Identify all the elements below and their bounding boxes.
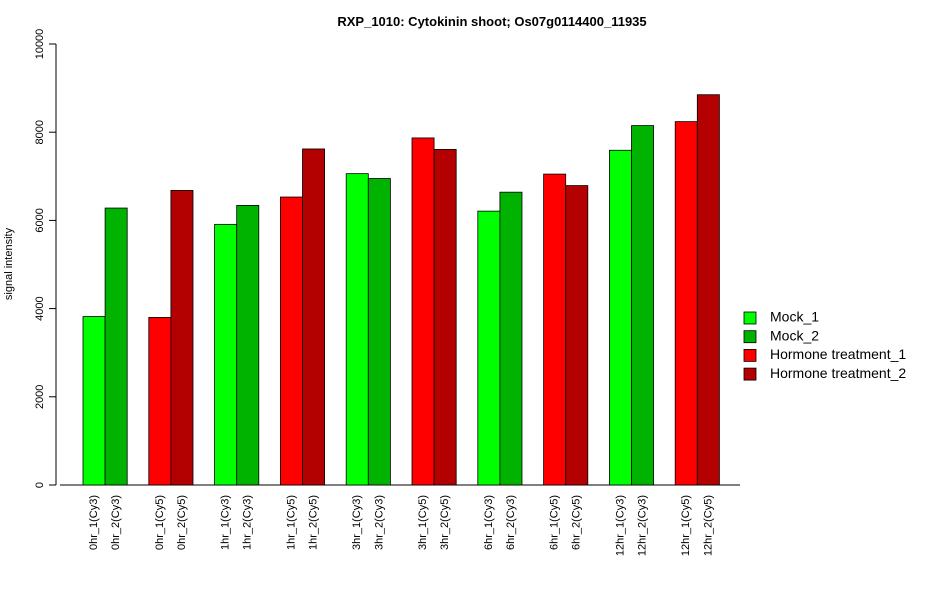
- x-tick-label: 1hr_1(Cy3): [220, 495, 232, 550]
- legend-label: Hormone treatment_2: [770, 365, 906, 381]
- x-tick-label: 0hr_2(Cy3): [110, 495, 122, 550]
- y-tick-label: 0: [34, 482, 46, 488]
- legend-label: Mock_2: [770, 327, 819, 343]
- x-tick-label: 3hr_1(Cy3): [351, 495, 363, 550]
- bar: [696, 94, 720, 486]
- x-tick-label: 0hr_1(Cy5): [154, 495, 166, 550]
- y-axis-label: signal intensity: [3, 227, 15, 300]
- x-tick-labels: 0hr_1(Cy3) 0hr_2(Cy3) 0hr_1(Cy5) 0hr_2(Cy5)…: [88, 495, 714, 556]
- bar: [609, 149, 632, 486]
- x-tick-label: 6hr_2(Cy5): [571, 495, 583, 550]
- bar: [499, 191, 523, 486]
- bar: [170, 190, 194, 486]
- bar: [367, 178, 391, 486]
- x-tick-label: 12hr_1(Cy3): [614, 495, 626, 556]
- legend-label: Hormone treatment_1: [770, 346, 906, 362]
- x-tick-label: 3hr_1(Cy5): [417, 495, 429, 550]
- legend: Mock_1 Mock_2 Hormone treatment_1 Hormone t…: [743, 309, 906, 381]
- legend-swatch: [743, 367, 757, 381]
- bar: [565, 185, 589, 486]
- bar: [433, 148, 457, 486]
- legend-label: Mock_1: [770, 309, 819, 325]
- bar: [543, 173, 567, 486]
- bar: [214, 223, 238, 486]
- x-tick-label: 0hr_1(Cy3): [88, 495, 100, 550]
- y-tick-label: 10000: [34, 29, 46, 60]
- chart-title: RXP_1010: Cytokinin shoot; Os07g0114400_…: [337, 14, 646, 29]
- x-tick-label: 12hr_2(Cy3): [636, 495, 648, 556]
- y-tick-label: 6000: [34, 208, 46, 232]
- x-tick-label: 6hr_1(Cy3): [483, 495, 495, 550]
- x-tick-label: 0hr_2(Cy5): [176, 495, 188, 550]
- x-tick-label: 6hr_2(Cy3): [505, 495, 517, 550]
- x-tick-label: 3hr_2(Cy3): [373, 495, 385, 550]
- bar: [148, 317, 172, 486]
- x-tick-label: 12hr_2(Cy5): [702, 495, 714, 556]
- bar: [477, 210, 501, 486]
- bar: [674, 121, 698, 486]
- y-axis: 0 2000 4000 6000 8000 10000: [34, 29, 57, 488]
- x-tick-label: 12hr_1(Cy5): [680, 495, 692, 556]
- y-tick-label: 4000: [34, 296, 46, 320]
- bar: [345, 173, 369, 486]
- bar: [302, 148, 326, 486]
- bar: [236, 205, 260, 486]
- x-tick-label: 1hr_2(Cy3): [242, 495, 254, 550]
- x-tick-label: 1hr_1(Cy5): [285, 495, 297, 550]
- legend-swatch: [743, 348, 757, 362]
- x-tick-label: 1hr_2(Cy5): [307, 495, 319, 550]
- x-tick-label: 6hr_1(Cy5): [549, 495, 561, 550]
- bar-group: [82, 94, 720, 486]
- y-tick-label: 8000: [34, 120, 46, 144]
- x-tick-label: 3hr_2(Cy5): [439, 495, 451, 550]
- bar: [411, 137, 435, 486]
- bar: [82, 316, 106, 486]
- bar: [279, 196, 303, 486]
- legend-swatch: [743, 311, 757, 325]
- y-tick-label: 2000: [34, 385, 46, 409]
- legend-swatch: [743, 330, 757, 344]
- bar: [631, 125, 655, 486]
- bar: [104, 207, 128, 486]
